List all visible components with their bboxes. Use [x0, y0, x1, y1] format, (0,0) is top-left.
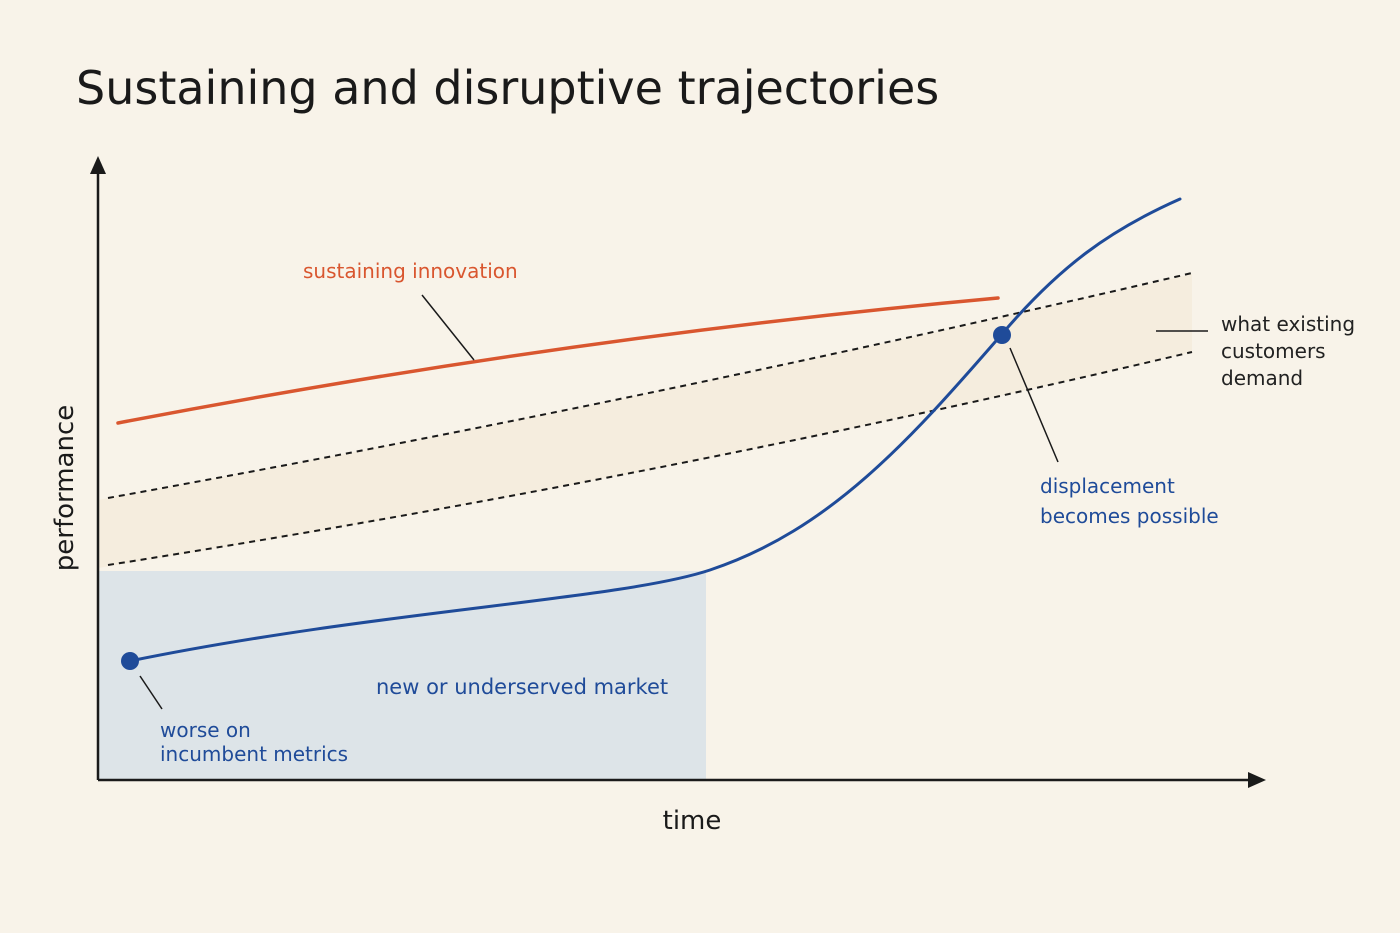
x-axis-arrow-icon [1248, 772, 1266, 788]
displacement-label-line2: becomes possible [1040, 504, 1219, 528]
displacement-leader-line [1009, 347, 1059, 463]
worse-label-line2: incumbent metrics [160, 742, 348, 766]
y-axis-label: performance [50, 405, 80, 572]
demand-band [98, 274, 1192, 568]
demand-label-line3: demand [1221, 366, 1303, 390]
demand-label-line2: customers [1221, 339, 1326, 363]
disruptive-line [128, 197, 1182, 663]
worse-label-line1: worse on [160, 718, 251, 742]
x-axis-label: time [663, 806, 722, 836]
diagram-title: Sustaining and disruptive trajectories [76, 61, 939, 115]
displacement-label-line1: displacement [1040, 474, 1175, 498]
worse-leader-line [139, 675, 163, 710]
crossing-dot [993, 326, 1011, 344]
sustaining-line [116, 296, 1000, 425]
market-region [98, 571, 706, 780]
sustaining-leader-line [421, 294, 475, 361]
market-label: new or underserved market [376, 675, 668, 699]
y-axis-arrow-icon [90, 156, 106, 174]
demand-lower-line [107, 351, 1193, 566]
sustaining-label: sustaining innovation [303, 259, 518, 283]
start-dot [121, 652, 139, 670]
demand-upper-line [107, 272, 1193, 499]
demand-label-line1: what existing [1221, 312, 1355, 336]
